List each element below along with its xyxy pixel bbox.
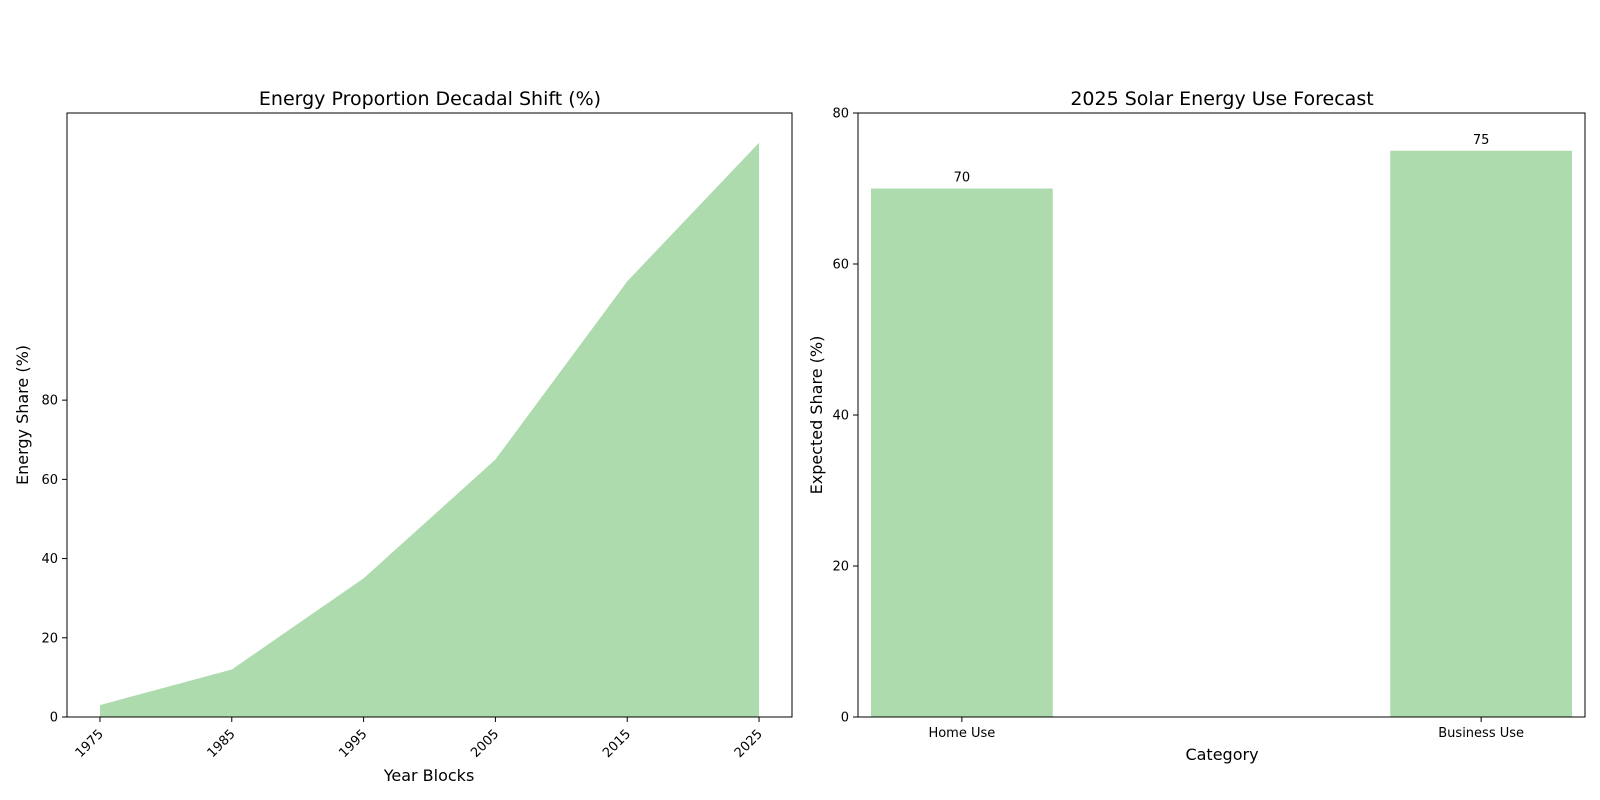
- bar-chart-title: 2025 Solar Energy Use Forecast: [1070, 88, 1373, 110]
- area-y-axis-label: Energy Share (%): [13, 345, 32, 485]
- area-chart-title: Energy Proportion Decadal Shift (%): [259, 88, 601, 110]
- area-y-tick-label: 0: [50, 711, 58, 726]
- bar-plot-area: 70 75: [870, 133, 1573, 717]
- bar-home-use: [870, 188, 1053, 717]
- bar-y-ticks: 0 20 40 60 80: [832, 107, 858, 726]
- area-x-tick-label: 1975: [73, 727, 107, 761]
- area-y-ticks: 0 20 40 60 80: [41, 394, 67, 726]
- area-y-tick-label: 60: [41, 473, 58, 488]
- area-x-ticks: 1975 1985 1995 2005 2015 2025: [73, 717, 766, 761]
- area-x-axis-label: Year Blocks: [383, 766, 475, 785]
- bar-data-label: 75: [1473, 133, 1490, 148]
- bar-y-tick-label: 60: [832, 258, 849, 273]
- bar-chart: 2025 Solar Energy Use Forecast 70 75 Home…: [807, 88, 1586, 764]
- area-x-tick-label: 2025: [732, 727, 766, 761]
- bar-y-axis-label: Expected Share (%): [807, 336, 826, 495]
- bar-y-tick-label: 80: [832, 107, 849, 122]
- area-y-tick-label: 40: [41, 552, 58, 567]
- bar-data-label: 70: [954, 171, 971, 186]
- bar-business-use: [1390, 150, 1573, 717]
- area-x-tick-label: 2015: [600, 727, 634, 761]
- area-x-tick-label: 1995: [336, 727, 370, 761]
- area-chart: Energy Proportion Decadal Shift (%) 1975…: [13, 88, 793, 785]
- bar-x-ticks: Home Use Business Use: [928, 717, 1524, 741]
- bar-x-tick-label: Home Use: [928, 726, 995, 741]
- area-series-2: [99, 142, 760, 714]
- bar-x-axis-label: Category: [1185, 745, 1258, 764]
- area-y-tick-label: 20: [41, 631, 58, 646]
- area-plot-frame: [66, 112, 793, 718]
- bar-y-tick-label: 0: [841, 711, 849, 726]
- area-plot-area: [99, 142, 760, 717]
- area-x-tick-label: 2005: [468, 727, 502, 761]
- area-series-1: [99, 439, 760, 717]
- bar-y-tick-label: 20: [832, 560, 849, 575]
- area-x-tick-label: 1985: [205, 727, 239, 761]
- bar-x-tick-label: Business Use: [1438, 726, 1524, 741]
- area-y-tick-label: 80: [41, 394, 58, 409]
- bar-y-tick-label: 40: [832, 409, 849, 424]
